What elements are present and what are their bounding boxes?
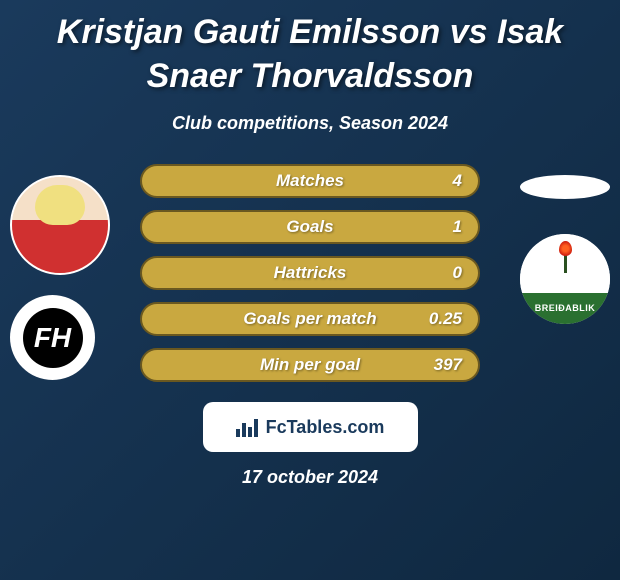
- stat-bar-hattricks: Hattricks 0: [140, 256, 480, 290]
- stat-label: Goals per match: [243, 309, 376, 329]
- stat-value: 0: [453, 263, 462, 283]
- left-badges: FH: [10, 175, 110, 380]
- bar-chart-icon: [236, 417, 260, 437]
- date: 17 october 2024: [0, 467, 620, 488]
- right-badges: BREIÐABLIK: [520, 175, 610, 324]
- stat-value: 397: [434, 355, 462, 375]
- torch-icon: [564, 253, 567, 273]
- club1-logo: FH: [10, 295, 95, 380]
- club2-logo: BREIÐABLIK: [520, 234, 610, 324]
- stat-bar-goals-per-match: Goals per match 0.25: [140, 302, 480, 336]
- player1-photo: [10, 175, 110, 275]
- stat-bar-matches: Matches 4: [140, 164, 480, 198]
- club1-label: FH: [23, 308, 83, 368]
- stat-value: 1: [453, 217, 462, 237]
- page-title: Kristjan Gauti Emilsson vs Isak Snaer Th…: [0, 10, 620, 98]
- stat-bar-min-per-goal: Min per goal 397: [140, 348, 480, 382]
- stat-label: Matches: [276, 171, 344, 191]
- stat-label: Min per goal: [260, 355, 360, 375]
- stat-label: Hattricks: [274, 263, 347, 283]
- subtitle: Club competitions, Season 2024: [0, 113, 620, 134]
- stat-value: 4: [453, 171, 462, 191]
- stat-value: 0.25: [429, 309, 462, 329]
- comparison-infographic: Kristjan Gauti Emilsson vs Isak Snaer Th…: [0, 0, 620, 580]
- player2-placeholder: [520, 175, 610, 199]
- footer-brand-text: FcTables.com: [266, 417, 385, 438]
- stats-area: Matches 4 Goals 1 Hattricks 0 Goals per …: [140, 164, 480, 382]
- club2-label: BREIÐABLIK: [520, 293, 610, 325]
- stat-label: Goals: [286, 217, 333, 237]
- footer-brand-badge: FcTables.com: [203, 402, 418, 452]
- stat-bar-goals: Goals 1: [140, 210, 480, 244]
